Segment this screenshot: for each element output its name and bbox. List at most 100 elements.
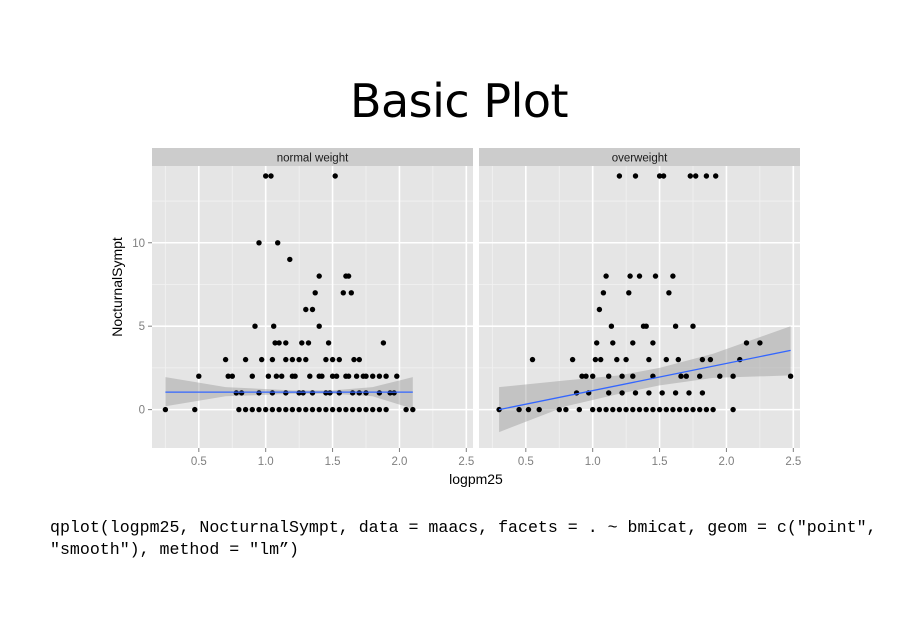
data-point	[380, 340, 387, 346]
data-point	[222, 356, 229, 363]
data-point	[309, 306, 316, 313]
data-point	[283, 340, 289, 346]
data-point	[670, 406, 676, 413]
data-point	[529, 356, 536, 363]
data-point	[678, 373, 684, 379]
data-point	[672, 390, 679, 396]
data-point	[676, 406, 683, 413]
data-point	[316, 323, 322, 329]
y-tick-label: 5	[139, 321, 145, 333]
data-point	[663, 356, 669, 363]
data-point	[370, 406, 376, 413]
data-point	[410, 406, 416, 413]
data-point	[699, 356, 706, 363]
data-point	[646, 356, 652, 363]
faceted-scatter-plot: normal weight 0.5 1.0 1.5 2.0 2.5 overweight 0.…	[109, 148, 801, 487]
data-point	[242, 406, 249, 413]
data-point	[233, 390, 239, 396]
data-point	[329, 406, 336, 413]
data-point	[343, 406, 349, 413]
data-point	[316, 273, 322, 279]
data-point	[363, 373, 369, 379]
data-point	[289, 406, 296, 413]
data-point	[329, 356, 336, 363]
data-point	[303, 306, 309, 313]
data-point	[596, 306, 603, 313]
data-point	[619, 373, 625, 379]
data-point	[683, 406, 689, 413]
code-snippet: qplot(logpm25, NocturnalSympt, data = ma…	[50, 518, 887, 559]
data-point	[610, 340, 616, 346]
x-tick-label: 0.5	[191, 456, 207, 468]
data-point	[336, 356, 342, 363]
data-point	[596, 406, 603, 413]
data-point	[556, 406, 562, 413]
x-tick-label: 0.5	[518, 456, 534, 468]
data-point	[394, 373, 400, 379]
data-point	[569, 356, 576, 363]
data-point	[743, 340, 750, 346]
data-point	[276, 340, 282, 346]
panel-background	[479, 166, 800, 448]
data-point	[300, 390, 306, 396]
data-point	[356, 390, 362, 396]
data-point	[356, 406, 362, 413]
data-point	[603, 406, 609, 413]
data-point	[590, 373, 596, 379]
data-point	[594, 340, 600, 346]
data-point	[670, 273, 676, 279]
x-tick-label: 1.0	[585, 456, 601, 468]
data-point	[289, 373, 296, 379]
data-point	[329, 373, 336, 379]
data-point	[268, 173, 274, 179]
data-point	[619, 390, 625, 396]
data-point	[309, 406, 316, 413]
data-point	[316, 373, 322, 379]
data-point	[376, 406, 383, 413]
data-point	[287, 256, 293, 263]
data-point	[616, 406, 623, 413]
data-point	[683, 373, 689, 379]
data-point	[269, 390, 276, 396]
facet-label: overweight	[612, 153, 668, 165]
data-point	[663, 406, 669, 413]
data-point	[307, 373, 313, 379]
data-point	[583, 373, 589, 379]
data-point	[249, 406, 255, 413]
data-point	[693, 173, 699, 179]
y-tick-label: 0	[139, 405, 145, 417]
data-point	[238, 390, 245, 396]
data-point	[525, 406, 532, 413]
data-point	[632, 173, 639, 179]
data-point	[757, 340, 763, 346]
data-point	[325, 340, 332, 346]
data-point	[192, 406, 198, 413]
data-point	[259, 356, 265, 363]
data-point	[336, 390, 342, 396]
data-point	[316, 406, 322, 413]
data-point	[650, 406, 656, 413]
data-point	[616, 173, 623, 179]
data-point	[627, 273, 633, 279]
data-point	[252, 323, 258, 329]
data-point	[279, 373, 285, 379]
data-point	[590, 406, 596, 413]
regression-line	[498, 349, 791, 411]
data-point	[710, 406, 716, 413]
data-point	[162, 406, 169, 413]
data-point	[675, 356, 681, 363]
data-point	[269, 356, 276, 363]
slide-title: Basic Plot	[349, 74, 569, 128]
data-point	[630, 373, 636, 379]
x-tick-label: 1.5	[325, 456, 341, 468]
data-point	[370, 373, 376, 379]
data-point	[730, 406, 736, 413]
data-point	[265, 373, 272, 379]
data-point	[703, 406, 710, 413]
data-point	[707, 356, 714, 363]
data-point	[256, 240, 262, 246]
data-point	[242, 356, 249, 363]
data-point	[643, 406, 649, 413]
confidence-band	[499, 326, 791, 433]
data-point	[630, 406, 636, 413]
